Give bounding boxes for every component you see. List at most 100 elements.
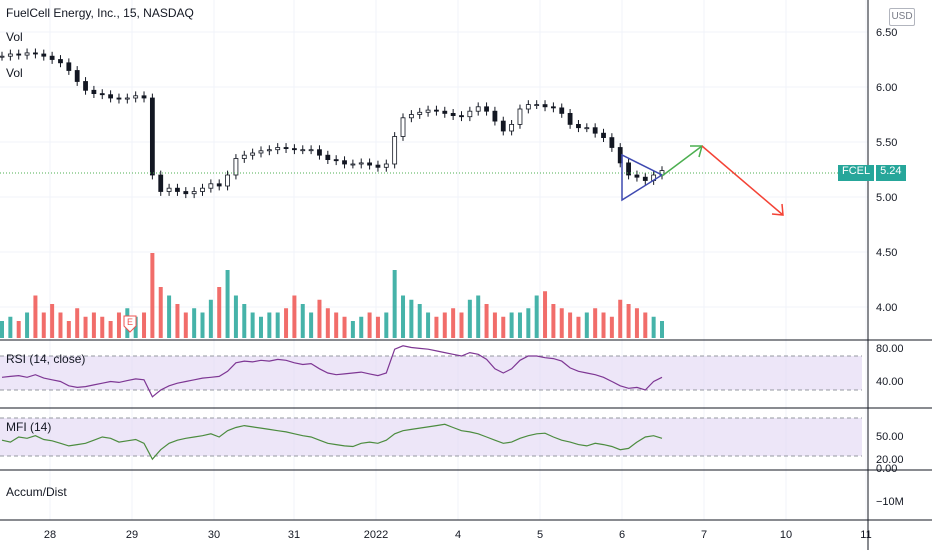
volume-bar xyxy=(484,304,489,338)
candle-body xyxy=(542,104,548,108)
price-tick: 5.00 xyxy=(876,192,897,204)
earnings-marker[interactable]: E xyxy=(123,315,137,333)
candle-body xyxy=(400,117,406,137)
candle-body xyxy=(417,111,423,115)
candle-body xyxy=(7,53,13,57)
candle-body xyxy=(158,174,164,192)
symbol-title[interactable]: FuelCell Energy, Inc., 15, NASDAQ xyxy=(6,6,194,20)
price-badge-symbol: FCEL xyxy=(838,165,875,181)
time-tick: 6 xyxy=(619,529,625,541)
candle-body xyxy=(609,137,615,148)
candle-body xyxy=(317,149,322,156)
candle-body xyxy=(550,106,556,109)
candle-body xyxy=(500,120,506,132)
volume-bar xyxy=(451,308,456,338)
candle-body xyxy=(559,107,565,114)
candle-body xyxy=(141,95,147,99)
mfi-band xyxy=(0,418,862,456)
volume-bar xyxy=(476,295,481,338)
price-tick: 6.50 xyxy=(876,27,897,39)
candle-body xyxy=(108,94,114,99)
candle-body xyxy=(200,187,205,192)
time-axis[interactable]: 28 29 30 31 2022 4 5 6 7 10 11 xyxy=(44,529,872,541)
candle-body xyxy=(592,127,598,134)
candle-body xyxy=(525,104,531,110)
volume-bar xyxy=(317,299,322,338)
volume-bar xyxy=(217,287,222,338)
volume-bar xyxy=(375,316,380,338)
candle-body xyxy=(350,163,356,166)
candle-body xyxy=(0,55,5,58)
candle-body xyxy=(567,113,573,125)
candle-body xyxy=(149,97,155,176)
volume-bar xyxy=(534,295,539,338)
currency-button[interactable]: USD xyxy=(889,8,915,26)
volume-bar xyxy=(501,316,506,338)
volume-bar xyxy=(551,304,556,338)
volume-bar xyxy=(66,321,71,338)
volume-bar xyxy=(158,287,163,338)
candle-body xyxy=(509,124,515,132)
rsi-legend[interactable]: RSI (14, close) xyxy=(6,352,86,366)
volume-bar xyxy=(350,321,355,338)
candle-body xyxy=(584,127,590,130)
volume-bar xyxy=(292,295,297,338)
volume-bar xyxy=(33,295,38,338)
volume-bar xyxy=(83,316,88,338)
projection-arrow-up[interactable] xyxy=(661,145,703,177)
volume-bar xyxy=(309,312,314,338)
candle-body xyxy=(33,52,38,55)
volume-bar xyxy=(559,308,564,338)
volume-bar xyxy=(526,308,531,338)
volume-bar xyxy=(275,312,280,338)
candle-body xyxy=(99,93,105,96)
volume-legend[interactable]: Vol xyxy=(6,30,23,44)
candle-body xyxy=(375,164,381,168)
volume-bar xyxy=(91,312,96,338)
volume-bar xyxy=(543,291,548,338)
candle-body xyxy=(241,154,247,159)
candle-body xyxy=(601,132,606,138)
volume-bar xyxy=(41,312,46,338)
volume-bar xyxy=(150,253,155,338)
mfi-tick-0: 0.00 xyxy=(876,463,897,475)
accum-dist-legend[interactable]: Accum/Dist xyxy=(6,485,67,499)
price-candles xyxy=(0,48,665,199)
price-axis[interactable]: 6.50 6.00 5.50 5.00 4.50 4.00 xyxy=(876,27,897,314)
candle-body xyxy=(292,148,297,151)
volume-bar xyxy=(225,270,230,338)
candle-body xyxy=(358,162,364,165)
volume-bar xyxy=(267,312,272,338)
mfi-tick-20: 20.00 xyxy=(876,454,904,466)
volume-bar xyxy=(25,312,30,338)
volume-bar xyxy=(75,308,80,338)
volume-bar xyxy=(108,321,113,338)
price-tick: 6.00 xyxy=(876,82,897,94)
candle-body xyxy=(166,187,172,192)
candle-body xyxy=(216,183,222,187)
candle-body xyxy=(275,147,281,151)
candle-body xyxy=(74,70,80,82)
volume-bar xyxy=(116,312,121,338)
rsi-line xyxy=(1,345,663,398)
volume-bar xyxy=(609,316,614,338)
volume-bar xyxy=(576,316,581,338)
price-badge-value: 5.24 xyxy=(876,165,906,181)
projection-arrow-down[interactable] xyxy=(701,145,784,216)
volume-bar xyxy=(367,312,372,338)
time-tick: 7 xyxy=(701,529,707,541)
volume-bar xyxy=(16,321,21,338)
volume-bar xyxy=(133,316,138,338)
volume-bar xyxy=(258,316,263,338)
mfi-legend[interactable]: MFI (14) xyxy=(6,420,52,434)
candle-body xyxy=(467,110,473,118)
candle-body xyxy=(266,149,272,152)
candle-body xyxy=(225,174,230,187)
triangle-pattern[interactable] xyxy=(621,153,664,202)
rsi-band xyxy=(0,356,862,390)
volume-legend-2[interactable]: Vol xyxy=(6,66,23,80)
volume-bar xyxy=(467,299,472,338)
candle-body xyxy=(576,124,581,129)
price-tick: 4.50 xyxy=(876,247,897,259)
